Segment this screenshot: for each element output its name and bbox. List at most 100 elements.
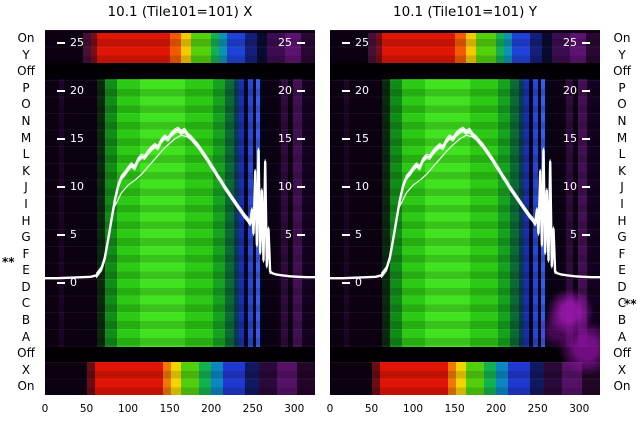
row-label-l-7: L <box>618 147 626 162</box>
left-heatmap-panel: 25 20 15 10 5 0 25 20 15 10 5 <box>45 30 315 395</box>
y-tick-5: 5 <box>57 228 77 242</box>
row-label-j-9: J <box>24 180 28 195</box>
x-tick-150: 150 <box>159 403 180 415</box>
row-label-o-4: O <box>21 97 31 112</box>
x-tick-100: 100 <box>118 403 139 415</box>
y-tick-label: 0 <box>70 276 77 289</box>
tick-mark <box>342 186 350 188</box>
tick-mark <box>342 282 350 284</box>
row-label-m-6: M <box>616 130 628 145</box>
y-tick-label: 10 <box>70 180 84 193</box>
row-label-on-0: On <box>613 31 631 45</box>
left-row-label-column: On Y Off P O N M L K J I H G F E D C B A Off X On <box>8 30 44 395</box>
tick-mark <box>57 282 65 284</box>
right-overlay-curve <box>330 126 600 280</box>
x-tick-150: 150 <box>444 403 465 415</box>
row-label-on-0: On <box>17 31 35 45</box>
y-tick-25: 25 <box>57 36 84 50</box>
tick-mark <box>582 186 590 188</box>
tick-mark <box>297 42 305 44</box>
right-panel-x-axis: 0 50 100 150 200 250 300 <box>327 403 610 419</box>
row-label-g-12: G <box>617 230 627 245</box>
x-tick-200: 200 <box>486 403 507 415</box>
tick-mark <box>57 234 65 236</box>
tick-mark <box>342 42 350 44</box>
x-tick-50: 50 <box>364 403 379 415</box>
y-tick-label: 25 <box>278 36 292 49</box>
x-tick-100: 100 <box>403 403 424 415</box>
row-label-m-6: M <box>20 130 32 145</box>
row-label-e-14: E <box>22 263 30 278</box>
y-tick-20: 20 <box>563 84 590 98</box>
y-tick-10: 10 <box>563 180 590 194</box>
row-label-k-8: K <box>22 163 30 178</box>
y-tick-label: 5 <box>355 228 362 241</box>
tick-mark <box>297 90 305 92</box>
y-tick-5: 5 <box>285 228 305 242</box>
y-tick-10: 10 <box>57 180 84 194</box>
y-tick-label: 15 <box>355 132 369 145</box>
right-heatmap-panel: 25 20 15 10 5 0 25 20 15 10 5 <box>330 30 600 395</box>
tick-mark <box>57 186 65 188</box>
y-tick-10: 10 <box>278 180 305 194</box>
tick-mark <box>297 138 305 140</box>
y-tick-label: 20 <box>355 84 369 97</box>
tick-mark <box>297 186 305 188</box>
x-tick-50: 50 <box>79 403 94 415</box>
y-tick-15: 15 <box>278 132 305 146</box>
y-tick-25: 25 <box>342 36 369 50</box>
row-label-b-17: B <box>617 313 627 328</box>
y-tick-5: 5 <box>570 228 590 242</box>
row-label-g-12: G <box>21 230 31 245</box>
y-tick-25: 25 <box>278 36 305 50</box>
y-tick-15: 15 <box>563 132 590 146</box>
row-label-f-13: F <box>22 246 30 261</box>
tick-mark <box>297 234 305 236</box>
y-tick-0: 0 <box>57 276 77 290</box>
y-tick-label: 0 <box>355 276 362 289</box>
row-label-n-5: N <box>617 113 627 128</box>
row-label-p-3: P <box>618 80 626 95</box>
row-label-i-10: I <box>24 196 28 211</box>
row-label-c-16: C <box>617 296 627 311</box>
row-label-off-19: Off <box>613 346 631 361</box>
x-tick-0: 0 <box>326 403 334 415</box>
right-plot-title: 10.1 (Tile101=101) Y <box>393 4 537 20</box>
y-tick-label: 25 <box>355 36 369 49</box>
row-label-off-19: Off <box>17 346 35 361</box>
tick-mark <box>582 138 590 140</box>
row-label-y-1: Y <box>22 47 30 62</box>
tick-mark <box>57 138 65 140</box>
y-tick-label: 20 <box>563 84 577 97</box>
y-tick-label: 15 <box>70 132 84 145</box>
y-tick-label: 10 <box>355 180 369 193</box>
y-tick-label: 15 <box>278 132 292 145</box>
left-heatmap-image <box>45 30 315 395</box>
row-label-on-21: On <box>17 379 35 394</box>
tick-mark <box>342 234 350 236</box>
row-label-c-16: C <box>21 296 31 311</box>
y-tick-15: 15 <box>342 132 369 146</box>
tick-mark <box>57 90 65 92</box>
x-tick-300: 300 <box>569 403 590 415</box>
y-tick-0: 0 <box>342 276 362 290</box>
x-tick-300: 300 <box>284 403 305 415</box>
row-label-x-20: X <box>21 362 31 377</box>
row-label-d-15: D <box>21 279 31 294</box>
y-tick-label: 5 <box>70 228 77 241</box>
row-label-on-21: On <box>613 379 631 394</box>
x-tick-250: 250 <box>527 403 548 415</box>
right-star-marker: ** <box>624 297 637 311</box>
row-label-o-4: O <box>617 97 627 112</box>
row-label-b-17: B <box>21 313 31 328</box>
row-label-p-3: P <box>22 80 30 95</box>
row-label-off-2: Off <box>613 64 631 79</box>
row-label-j-9: J <box>620 180 624 195</box>
y-tick-label: 5 <box>285 228 292 241</box>
row-label-a-18: A <box>617 329 627 344</box>
left-plot-title: 10.1 (Tile101=101) X <box>107 4 253 20</box>
y-tick-10: 10 <box>342 180 369 194</box>
tick-mark <box>57 42 65 44</box>
row-label-a-18: A <box>21 329 31 344</box>
y-tick-label: 10 <box>563 180 577 193</box>
